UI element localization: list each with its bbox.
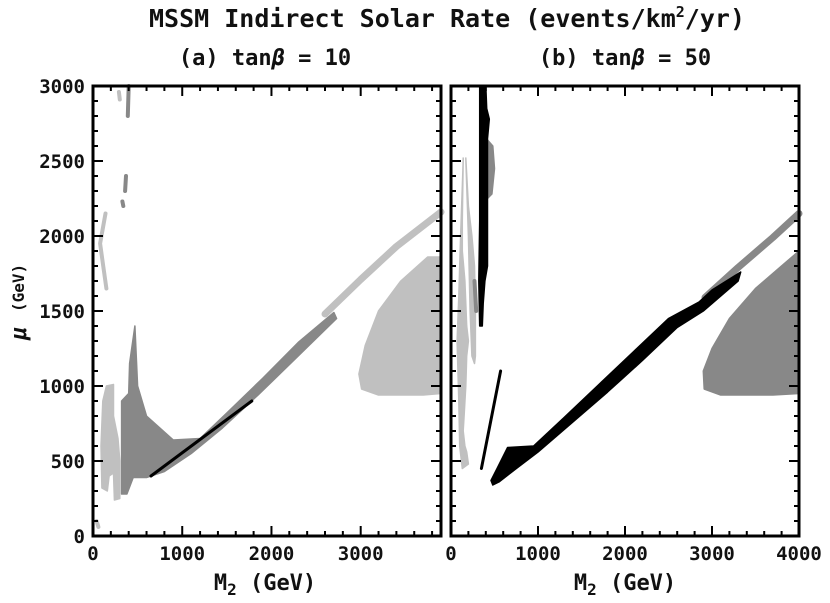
figure-title: MSSM Indirect Solar Rate (events/km2/yr) [149, 3, 745, 33]
panel-b-label: (b) tan [539, 46, 632, 71]
panel-a-region-mid-band [120, 311, 338, 495]
panel-a-xlabel-tail: (GeV) [237, 571, 316, 596]
panel-a-xlabel-sub: 2 [227, 580, 237, 599]
panel-a-frame [91, 84, 443, 538]
panel-a-region-dark-line [149, 399, 254, 478]
panel-a-xlabel-main: M [214, 571, 227, 596]
y-axis-label: μ (GeV) [7, 264, 32, 341]
panel-b-beta: β [631, 46, 645, 71]
title-superscript: 2 [676, 3, 685, 21]
panel-b: (b) tanβ = 50 0 1000 2000 3000 4000 M2 (GeV) [445, 46, 822, 599]
panel-a-region-light-vertical [98, 211, 109, 291]
panel-a-beta: β [271, 46, 285, 71]
panel-b-regions [456, 85, 803, 486]
panel-a-y-tick-label-1000: 1000 [39, 376, 85, 398]
panel-a-y-tick-label-0: 0 [74, 526, 85, 548]
panel-b-region-dark-diagonal-line [479, 369, 503, 470]
panel-b-frame [449, 84, 801, 538]
panel-a-region-mid-dash-1 [123, 174, 128, 193]
panel-b-region-mid-region-right [702, 250, 800, 396]
panel-a-title: (a) tanβ = 10 [179, 46, 351, 71]
panel-b-xlabel-sub: 2 [587, 580, 597, 599]
panel-a: (a) tanβ = 10 0 1000 2000 3000 0 500 1000 1500 2… [7, 46, 445, 599]
panel-a-region-light-upper-band [321, 208, 445, 318]
panel-a-y-tick-label-500: 500 [51, 451, 85, 473]
panel-b-region-mid-dashes [472, 279, 479, 313]
panel-b-xlabel-main: M [574, 571, 587, 596]
panel-a-region-mid-dash-2 [120, 199, 126, 208]
panel-a-region-light-stub-top [116, 90, 122, 102]
y-axis-label-mu: μ [7, 327, 32, 341]
panel-a-x-tick-label-2000: 2000 [249, 543, 295, 565]
panel-b-region-mid-band [701, 210, 803, 301]
panel-b-x-tick-label-0: 0 [445, 543, 456, 565]
panel-a-regions [94, 84, 445, 529]
panel-a-x-tick-label-3000: 3000 [338, 543, 384, 565]
panel-b-region-light-strip-right [465, 157, 477, 365]
panel-b-title: (b) tanβ = 50 [539, 46, 711, 71]
y-axis-label-unit: (GeV) [9, 264, 28, 312]
panel-a-y-tick-label-3000: 3000 [39, 76, 85, 98]
panel-a-label: (a) tan [179, 46, 272, 71]
title-tail: /yr) [685, 4, 745, 33]
panel-b-x-tick-label-1000: 1000 [515, 543, 561, 565]
panel-b-region-dark-vertical [478, 85, 491, 327]
panel-b-region-mid-top-strip [486, 139, 496, 200]
panel-a-region-light-low-left [100, 383, 121, 501]
panel-a-value: = 10 [285, 46, 351, 71]
panel-a-y-tick-label-2500: 2500 [39, 151, 85, 173]
panel-a-y-tick-label-2000: 2000 [39, 226, 85, 248]
panel-a-x-tick-label-1000: 1000 [159, 543, 205, 565]
panel-b-x-tick-label-4000: 4000 [776, 543, 822, 565]
panel-b-xlabel-tail: (GeV) [597, 571, 676, 596]
panel-b-value: = 50 [645, 46, 711, 71]
panel-a-ticks: 0 1000 2000 3000 0 500 1000 1500 2000 2500 3000 [39, 76, 441, 565]
panel-a-xlabel: M2 (GeV) [214, 571, 316, 599]
panel-a-region-light-region-right [358, 256, 442, 396]
panel-b-xlabel: M2 (GeV) [574, 571, 676, 599]
panel-b-x-tick-label-2000: 2000 [602, 543, 648, 565]
panel-b-region-dark-band [490, 271, 742, 486]
panel-a-y-tick-label-1500: 1500 [39, 301, 85, 323]
title-main: MSSM Indirect Solar Rate (events/km [149, 4, 676, 33]
panel-a-x-tick-label-0: 0 [87, 543, 98, 565]
panel-b-x-tick-label-3000: 3000 [689, 543, 735, 565]
